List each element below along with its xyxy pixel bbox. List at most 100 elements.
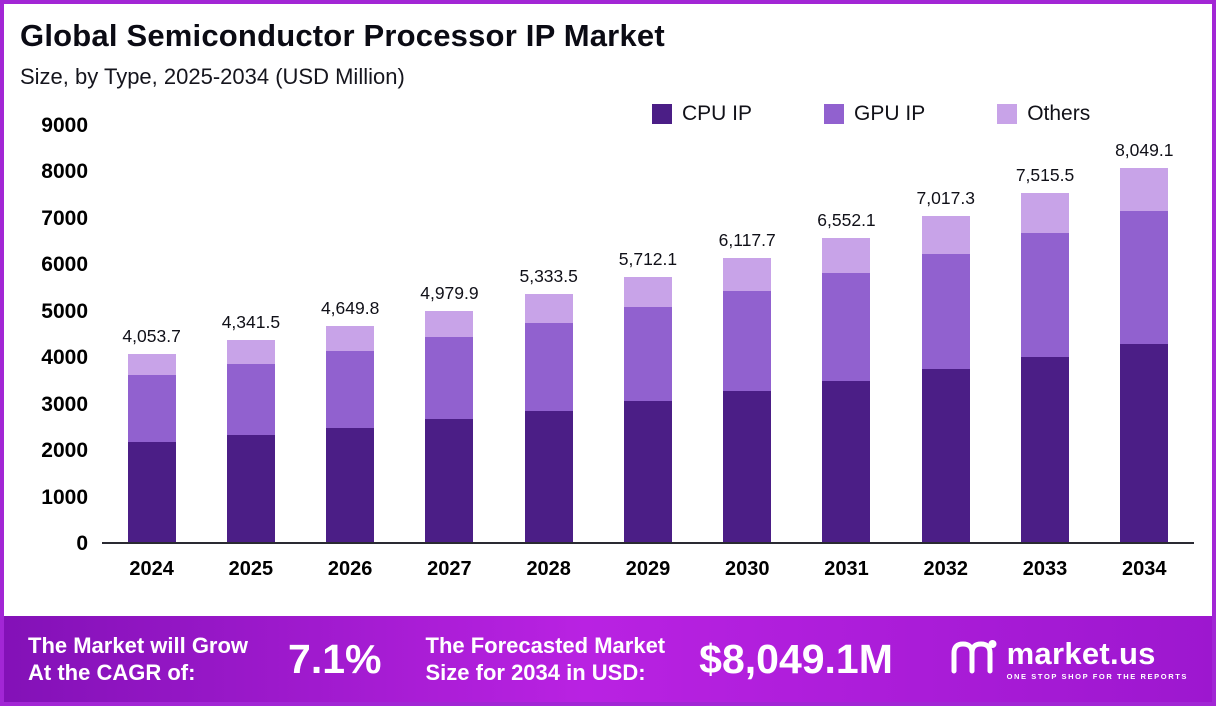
bar-segment-others xyxy=(127,353,176,376)
bar-total-label: 5,333.5 xyxy=(519,266,578,287)
bar-total-label: 4,979.9 xyxy=(420,282,479,303)
bar-segment-gpu-ip xyxy=(723,290,772,392)
bar-group-2031: 6,552.1 xyxy=(808,126,884,542)
market-us-logo-icon xyxy=(949,635,997,684)
y-tick-label: 2000 xyxy=(41,439,88,463)
cagr-label: The Market will Grow At the CAGR of: xyxy=(28,632,248,687)
bar-total-label: 6,552.1 xyxy=(817,209,876,230)
bar-total-label: 4,649.8 xyxy=(320,298,380,319)
bar-segment-cpu-ip xyxy=(127,442,176,542)
bar-segment-others xyxy=(623,276,672,308)
bar-segment-others xyxy=(921,216,970,254)
legend-label: GPU IP xyxy=(854,102,926,125)
bar-segment-others xyxy=(1021,192,1070,234)
bar-segment-gpu-ip xyxy=(425,337,474,420)
forecast-value: $8,049.1M xyxy=(699,635,893,682)
bar-segment-gpu-ip xyxy=(1120,211,1169,344)
legend-label: Others xyxy=(1027,102,1091,125)
plot-area: 4,053.7 4,341.5 4,649.8 4,979.9 5,333.5 5,712… xyxy=(102,126,1194,544)
legend: CPU IP GPU IP Others xyxy=(652,102,1090,126)
forecast-label-line2: Size for 2034 in USD: xyxy=(425,660,646,685)
page-subtitle: Size, by Type, 2025-2034 (USD Million) xyxy=(20,64,405,89)
bar-segment-gpu-ip xyxy=(1021,233,1070,358)
bar-segment-gpu-ip xyxy=(326,350,375,428)
bar-segment-others xyxy=(226,340,275,364)
bar-group-2028: 5,333.5 xyxy=(511,126,587,542)
bar-stack xyxy=(921,216,970,542)
forecast-label-line1: The Forecasted Market xyxy=(425,632,666,658)
bar-group-2025: 4,341.5 xyxy=(213,126,289,542)
bar-segment-gpu-ip xyxy=(921,253,970,370)
x-axis-label: 2026 xyxy=(327,558,373,580)
bar-total-label: 7,017.3 xyxy=(916,188,975,209)
y-tick-label: 6000 xyxy=(41,253,88,277)
bar-group-2027: 4,979.9 xyxy=(411,126,487,542)
legend-item-gpu-ip: GPU IP xyxy=(824,102,925,126)
y-tick-label: 4000 xyxy=(41,346,88,370)
bar-segment-cpu-ip xyxy=(723,391,772,542)
bar-segment-gpu-ip xyxy=(822,272,871,381)
bar-total-label: 4,341.5 xyxy=(221,312,281,333)
legend-swatch xyxy=(652,104,672,124)
legend-swatch xyxy=(824,104,845,124)
bar-total-label: 6,117.7 xyxy=(718,229,776,250)
x-axis-label: 2034 xyxy=(1122,558,1167,580)
bar-segment-others xyxy=(326,326,375,351)
legend-swatch xyxy=(997,104,1018,124)
bar-group-2034: 8,049.1 xyxy=(1106,126,1182,542)
bar-group-2024: 4,053.7 xyxy=(114,126,190,542)
y-tick-label: 5000 xyxy=(41,299,88,323)
bar-segment-others xyxy=(1120,168,1169,212)
forecast-label: The Forecasted Market Size for 2034 in U… xyxy=(426,632,666,687)
bar-segment-others xyxy=(822,237,871,273)
bar-segment-cpu-ip xyxy=(524,410,573,542)
bar-total-label: 4,053.7 xyxy=(122,325,181,346)
y-axis: 9000 8000 7000 6000 5000 4000 3000 2000 1000 0 xyxy=(22,114,88,555)
bar-segment-cpu-ip xyxy=(1021,357,1070,542)
bar-stack xyxy=(822,237,871,542)
y-tick-label: 3000 xyxy=(41,392,88,416)
x-axis-label: 2030 xyxy=(724,558,770,580)
bar-group-2033: 7,515.5 xyxy=(1007,126,1083,542)
bar-stack xyxy=(723,257,772,542)
chart-area: 9000 8000 7000 6000 5000 4000 3000 2000 1000 0 4,… xyxy=(22,114,1198,604)
bar-segment-gpu-ip xyxy=(623,307,672,402)
x-axis-labels: 2024 2025 2026 2027 2028 2029 2030 2031 2032 2033… xyxy=(102,558,1194,581)
bar-stack xyxy=(1120,168,1169,542)
bar-segment-cpu-ip xyxy=(226,435,275,542)
bar-segment-gpu-ip xyxy=(524,322,573,411)
legend-item-cpu-ip: CPU IP xyxy=(652,102,752,126)
y-tick-label: 9000 xyxy=(41,114,88,137)
bar-group-2032: 7,017.3 xyxy=(908,126,984,542)
x-axis-label: 2032 xyxy=(923,558,969,580)
x-axis-label: 2033 xyxy=(1022,558,1068,580)
bar-segment-cpu-ip xyxy=(822,380,871,542)
x-axis-label: 2025 xyxy=(228,558,274,580)
bar-segment-others xyxy=(425,310,474,338)
bar-stack xyxy=(425,310,474,542)
cagr-value: 7.1% xyxy=(288,635,382,682)
y-tick-label: 0 xyxy=(76,532,88,555)
bar-stack xyxy=(623,276,672,542)
brand-text: market.us ONE STOP SHOP FOR THE REPORTS xyxy=(1007,638,1188,681)
bar-segment-others xyxy=(723,257,772,291)
page-title: Global Semiconductor Processor IP Market xyxy=(20,18,665,53)
footer-banner: The Market will Grow At the CAGR of: 7.1… xyxy=(4,616,1212,702)
bar-segment-cpu-ip xyxy=(1120,343,1169,542)
x-axis-label: 2027 xyxy=(427,558,472,580)
bar-stack xyxy=(1021,192,1070,542)
bar-group-2026: 4,649.8 xyxy=(312,126,388,542)
bar-stack xyxy=(524,294,573,542)
market-us-logo: market.us ONE STOP SHOP FOR THE REPORTS xyxy=(949,635,1188,684)
x-axis-label: 2028 xyxy=(526,558,571,580)
bar-segment-cpu-ip xyxy=(921,369,970,542)
bar-segment-cpu-ip xyxy=(425,419,474,542)
x-axis-label: 2029 xyxy=(625,558,671,580)
bar-stack xyxy=(127,353,176,542)
bar-segment-cpu-ip xyxy=(326,427,375,542)
bar-group-2029: 5,712.1 xyxy=(610,126,686,542)
bar-segment-others xyxy=(524,294,573,323)
bar-stack xyxy=(226,340,275,542)
bar-total-label: 7,515.5 xyxy=(1015,164,1075,185)
